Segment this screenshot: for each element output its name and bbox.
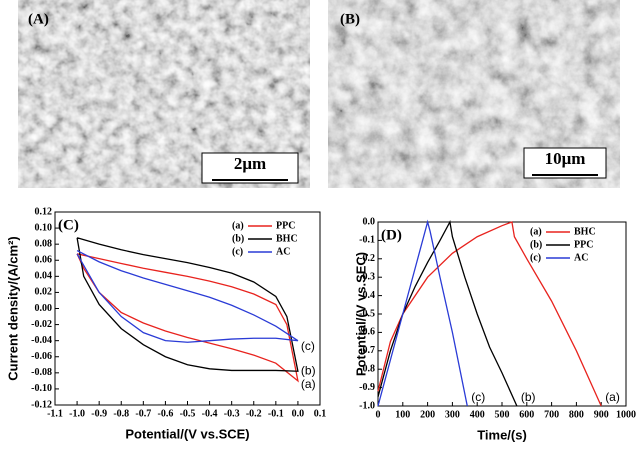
- curve-tag: (b): [301, 363, 316, 377]
- y-tick-label: -1.0: [359, 400, 375, 411]
- x-tick-label: 0.1: [314, 408, 327, 419]
- legend-tag: (c): [530, 252, 541, 263]
- legend-tag: (c): [232, 246, 243, 257]
- x-tick-label: -0.5: [180, 408, 196, 419]
- panel-label: (C): [58, 217, 79, 233]
- x-tick-label: -1.1: [47, 408, 63, 419]
- x-tick-label: -1.0: [69, 408, 85, 419]
- x-axis-title: Time/(s): [477, 427, 527, 442]
- x-tick-label: -0.7: [135, 408, 151, 419]
- legend-tag: (b): [530, 239, 542, 250]
- y-tick-label: -0.02: [31, 319, 52, 330]
- scale-label: 10μm: [545, 149, 586, 168]
- y-tick-label: -0.12: [31, 399, 52, 410]
- x-tick-label: -0.3: [224, 408, 240, 419]
- image-label: (A): [28, 11, 49, 27]
- x-tick-label: 700: [544, 409, 559, 420]
- y-tick-label: -0.8: [359, 363, 375, 374]
- series-line: [76, 250, 299, 343]
- series-line: [76, 253, 299, 383]
- legend-label: PPC: [276, 220, 295, 231]
- x-tick-label: 800: [569, 409, 584, 420]
- x-tick-label: 200: [420, 409, 435, 420]
- y-tick-label: -0.4: [359, 290, 375, 301]
- y-tick-label: 0.0: [363, 216, 376, 227]
- y-axis-title: Current density/(A/cm²): [5, 236, 20, 380]
- image-label: (B): [340, 11, 360, 27]
- y-tick-label: -0.08: [31, 367, 52, 378]
- x-tick-label: 0.0: [292, 408, 305, 419]
- y-tick-label: 0.12: [35, 206, 53, 217]
- legend-label: PPC: [574, 239, 593, 250]
- y-tick-label: -0.04: [31, 335, 52, 346]
- y-tick-label: -0.9: [359, 382, 375, 393]
- y-tick-label: 0.06: [35, 255, 53, 266]
- x-tick-label: -0.1: [268, 408, 284, 419]
- series-line: [377, 220, 518, 407]
- x-tick-label: 900: [594, 409, 609, 420]
- y-tick-label: -0.5: [359, 308, 375, 319]
- y-tick-label: -0.2: [359, 253, 375, 264]
- y-tick-label: 0.02: [35, 287, 53, 298]
- curve-tag: (a): [605, 390, 620, 404]
- x-tick-label: 1000: [616, 409, 636, 420]
- legend-label: AC: [574, 252, 588, 263]
- legend-label: AC: [276, 246, 290, 257]
- x-tick-label: -0.2: [246, 408, 262, 419]
- x-tick-label: -0.8: [113, 408, 129, 419]
- series-line: [76, 237, 299, 372]
- x-tick-label: 500: [495, 409, 510, 420]
- y-tick-label: 0.04: [35, 271, 53, 282]
- x-tick-label: -0.4: [202, 408, 218, 419]
- y-tick-label: -0.06: [31, 351, 52, 362]
- legend-tag: (a): [232, 220, 244, 231]
- y-tick-label: 0.00: [35, 303, 53, 314]
- y-tick-label: -0.6: [359, 327, 375, 338]
- y-axis-title: Potential/(V vs.SEC): [353, 252, 368, 376]
- x-tick-label: 0: [376, 409, 381, 420]
- legend-tag: (a): [530, 226, 542, 237]
- scale-label: 2μm: [234, 154, 266, 173]
- y-tick-label: -0.1: [359, 235, 375, 246]
- x-tick-label: 300: [445, 409, 460, 420]
- x-tick-label: -0.6: [157, 408, 173, 419]
- sem-image-b: (B) 10μm: [328, 0, 620, 188]
- sem-image-a: (A) 2μm: [18, 0, 310, 188]
- y-tick-label: 0.08: [35, 238, 53, 249]
- y-tick-label: -0.3: [359, 271, 375, 282]
- series-line: [377, 221, 602, 407]
- x-tick-label: 600: [519, 409, 534, 420]
- x-tick-label: -0.9: [91, 408, 107, 419]
- panel-label: (D): [381, 227, 402, 243]
- x-tick-label: 100: [395, 409, 410, 420]
- x-tick-label: 400: [470, 409, 485, 420]
- curve-tag: (a): [301, 377, 316, 391]
- y-tick-label: -0.7: [359, 345, 375, 356]
- legend-label: BHC: [276, 233, 298, 244]
- legend-label: BHC: [574, 226, 596, 237]
- curve-tag: (b): [521, 390, 536, 404]
- x-axis-title: Potential/(V vs.SCE): [125, 426, 249, 441]
- curve-tag: (c): [301, 339, 315, 353]
- legend-tag: (b): [232, 233, 244, 244]
- y-tick-label: -0.10: [31, 383, 52, 394]
- series-line: [377, 219, 468, 407]
- curve-tag: (c): [471, 390, 485, 404]
- y-tick-label: 0.10: [35, 222, 53, 233]
